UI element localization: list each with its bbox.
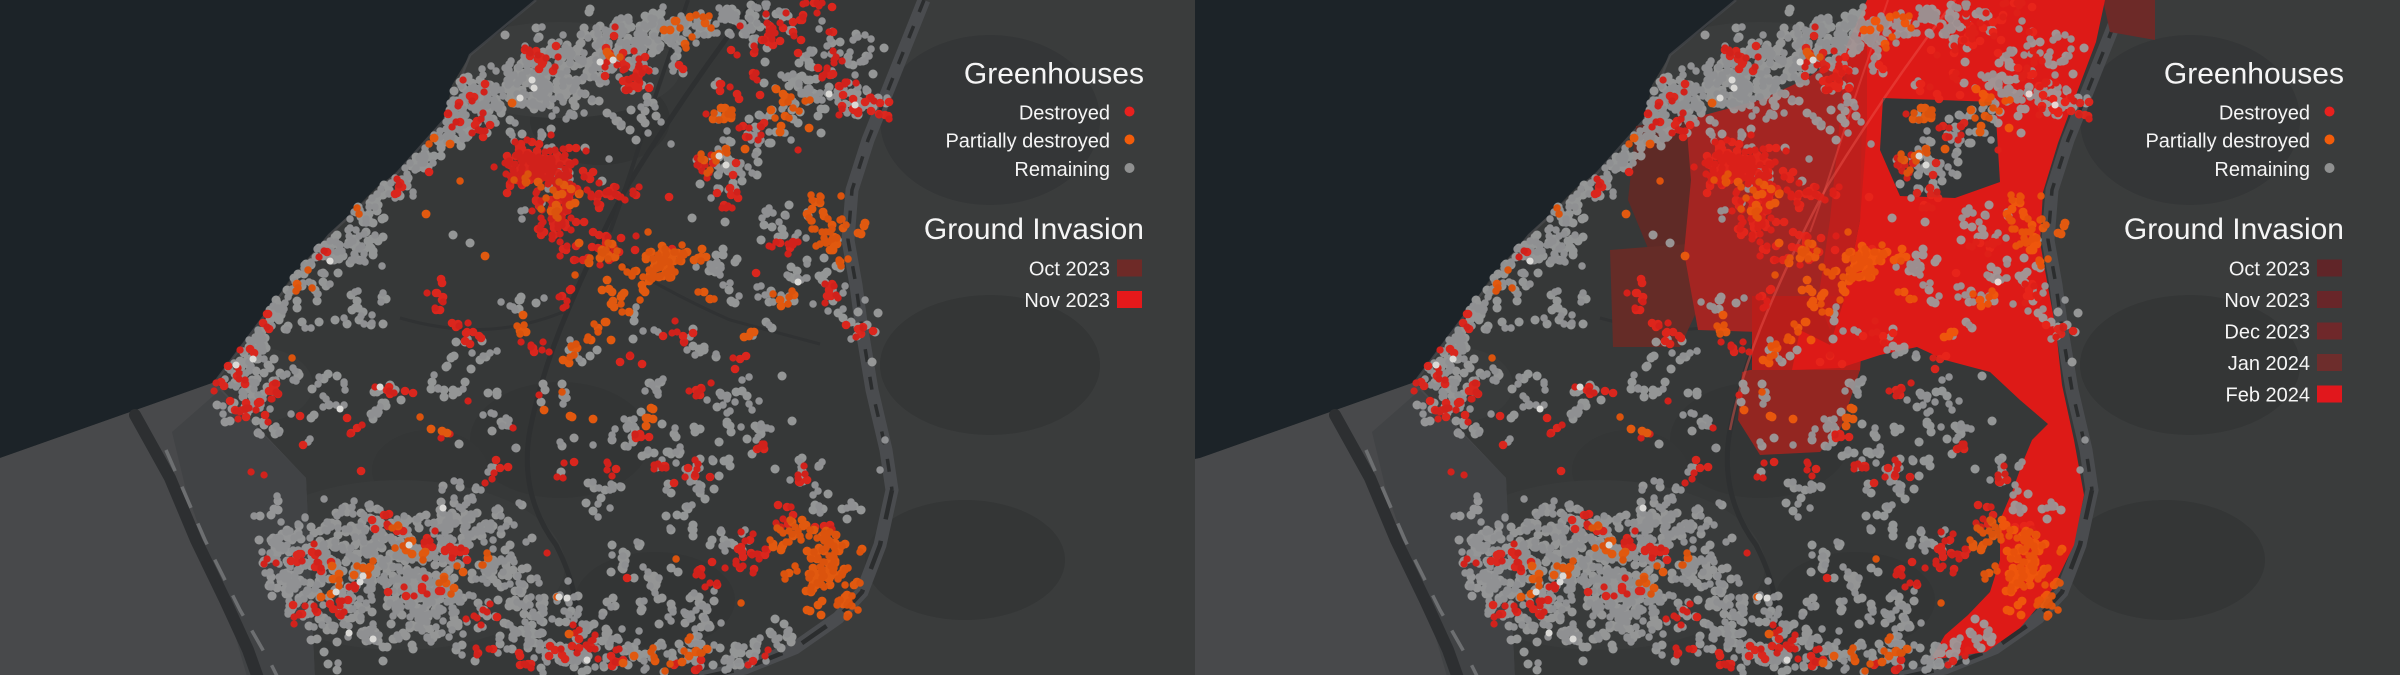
svg-text:Remaining: Remaining (2214, 159, 2310, 181)
svg-text:Dec 2023: Dec 2023 (2224, 322, 2310, 344)
svg-text:Greenhouses: Greenhouses (964, 58, 1144, 91)
svg-text:Destroyed: Destroyed (1019, 103, 1110, 125)
svg-text:Ground Invasion: Ground Invasion (2124, 213, 2344, 246)
svg-text:Oct 2023: Oct 2023 (2229, 259, 2310, 281)
svg-text:Partially destroyed: Partially destroyed (2145, 131, 2310, 153)
svg-text:Ground Invasion: Ground Invasion (924, 213, 1144, 246)
svg-text:Nov 2023: Nov 2023 (1024, 290, 1110, 312)
svg-text:Greenhouses: Greenhouses (2164, 58, 2344, 91)
svg-text:Nov 2023: Nov 2023 (2224, 290, 2310, 312)
svg-text:Oct 2023: Oct 2023 (1029, 259, 1110, 281)
svg-text:Destroyed: Destroyed (2219, 103, 2310, 125)
svg-text:Feb 2024: Feb 2024 (2225, 385, 2310, 407)
svg-text:Remaining: Remaining (1014, 159, 1110, 181)
svg-text:Jan 2024: Jan 2024 (2228, 353, 2310, 375)
svg-text:Partially destroyed: Partially destroyed (945, 131, 1110, 153)
